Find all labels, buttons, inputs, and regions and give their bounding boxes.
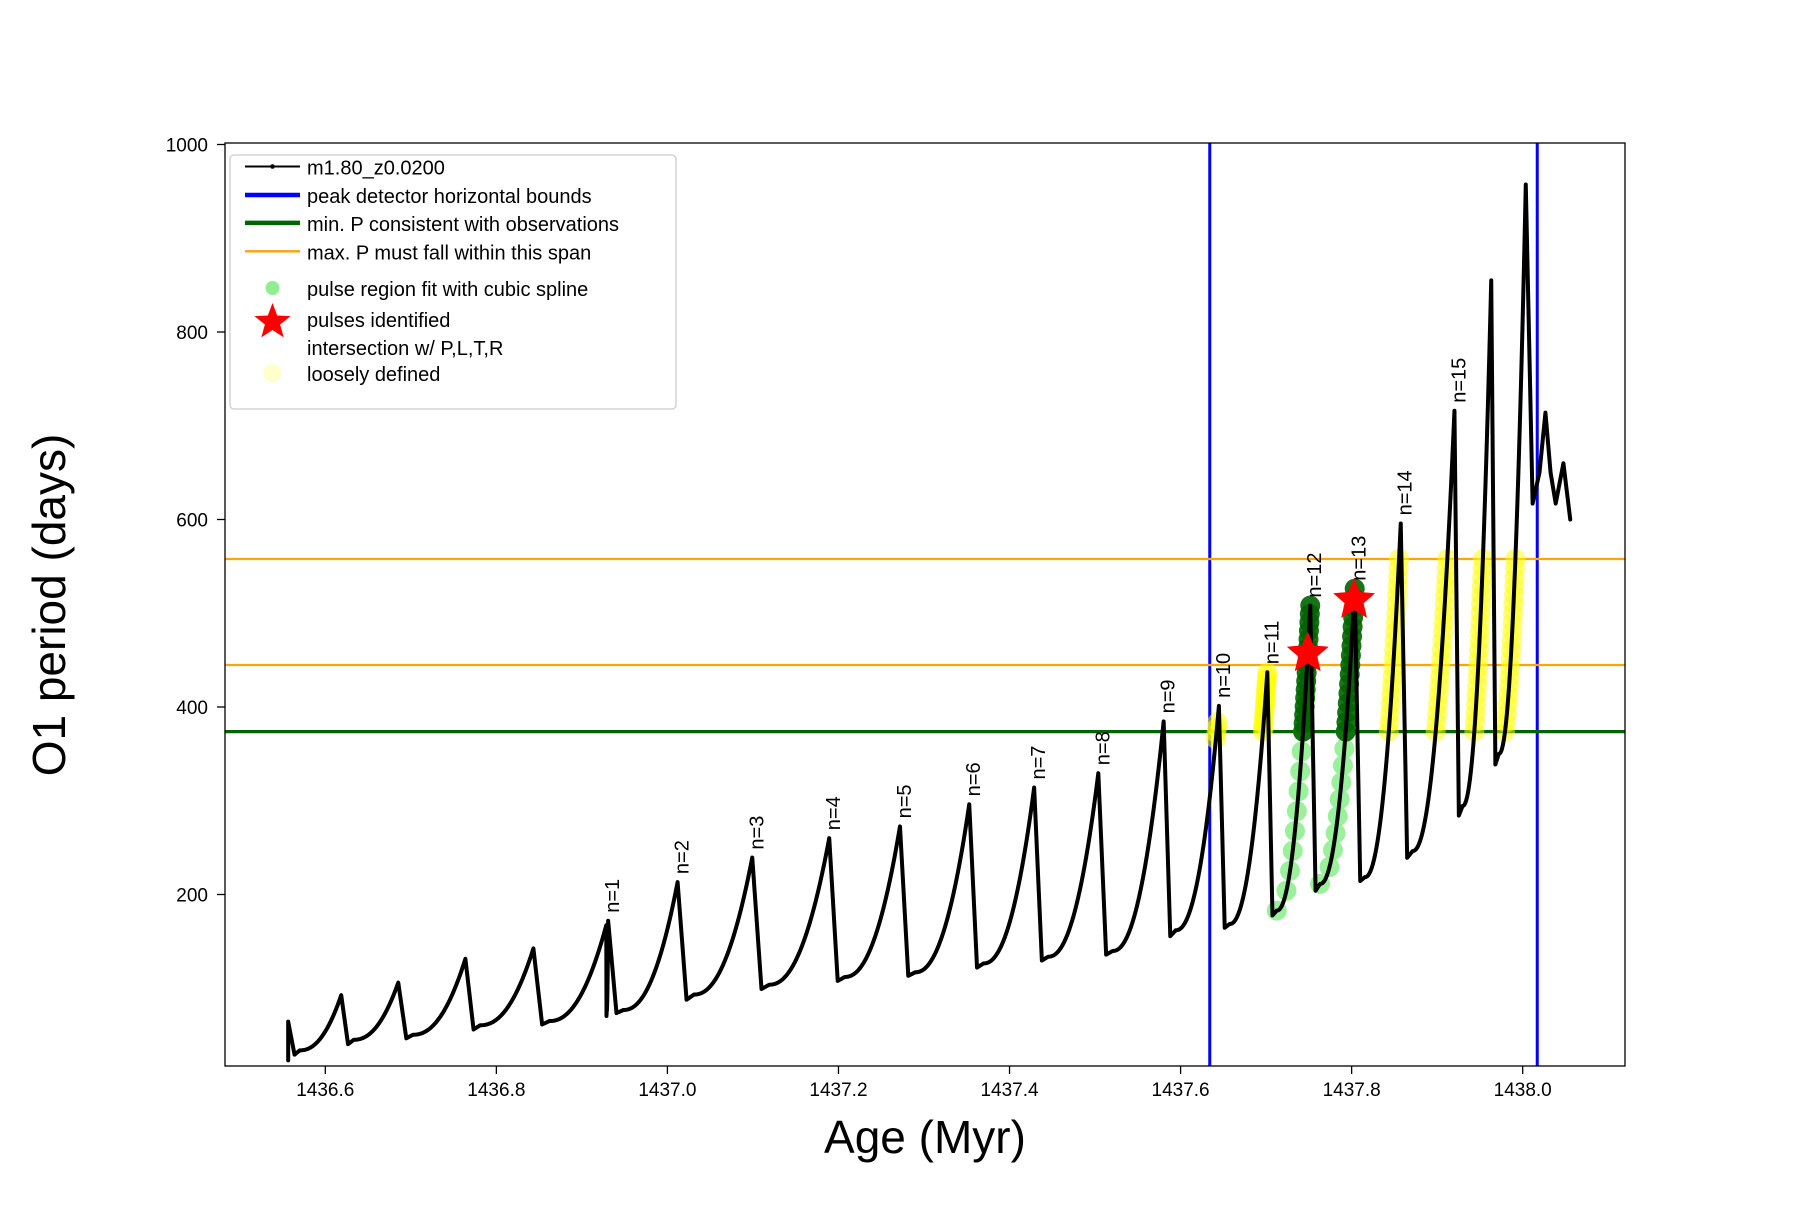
svg-text:intersection w/ P,L,T,R: intersection w/ P,L,T,R: [307, 338, 503, 360]
svg-text:pulses identified: pulses identified: [307, 310, 450, 332]
svg-text:1437.0: 1437.0: [638, 1080, 696, 1101]
svg-text:n=4: n=4: [823, 796, 845, 830]
svg-text:800: 800: [176, 323, 208, 344]
svg-text:n=11: n=11: [1261, 621, 1283, 665]
svg-text:1000: 1000: [166, 136, 208, 157]
svg-text:200: 200: [176, 886, 208, 907]
svg-text:n=3: n=3: [746, 816, 768, 850]
svg-text:O1 period (days): O1 period (days): [23, 434, 75, 777]
svg-text:max. P must fall within this s: max. P must fall within this span: [307, 242, 591, 264]
svg-text:n=13: n=13: [1349, 536, 1371, 581]
svg-text:Age (Myr): Age (Myr): [824, 1111, 1026, 1163]
svg-text:1437.2: 1437.2: [809, 1080, 867, 1101]
svg-text:n=9: n=9: [1158, 679, 1180, 713]
svg-text:n=1: n=1: [602, 879, 624, 913]
svg-text:1437.4: 1437.4: [980, 1080, 1039, 1101]
svg-text:n=5: n=5: [894, 784, 916, 818]
svg-text:n=2: n=2: [672, 840, 694, 874]
svg-text:n=7: n=7: [1028, 746, 1050, 780]
svg-text:1436.8: 1436.8: [467, 1080, 525, 1101]
svg-text:min. P consistent with observa: min. P consistent with observations: [307, 214, 619, 236]
svg-text:pulse region fit with cubic sp: pulse region fit with cubic spline: [307, 279, 588, 301]
svg-text:peak detector horizontal bound: peak detector horizontal bounds: [307, 186, 592, 208]
svg-text:1437.8: 1437.8: [1323, 1080, 1381, 1101]
svg-text:1438.0: 1438.0: [1494, 1080, 1552, 1101]
svg-text:m1.80_z0.0200: m1.80_z0.0200: [307, 158, 445, 180]
svg-text:n=8: n=8: [1092, 731, 1114, 765]
svg-text:n=14: n=14: [1395, 470, 1417, 515]
svg-text:600: 600: [176, 511, 208, 532]
svg-text:loosely defined: loosely defined: [307, 364, 440, 386]
svg-text:400: 400: [176, 698, 208, 719]
svg-text:1437.6: 1437.6: [1152, 1080, 1210, 1101]
svg-text:n=10: n=10: [1213, 653, 1235, 698]
svg-text:1436.6: 1436.6: [296, 1080, 354, 1101]
svg-text:n=12: n=12: [1304, 553, 1326, 598]
svg-text:n=15: n=15: [1448, 358, 1470, 403]
svg-text:n=6: n=6: [963, 762, 985, 796]
